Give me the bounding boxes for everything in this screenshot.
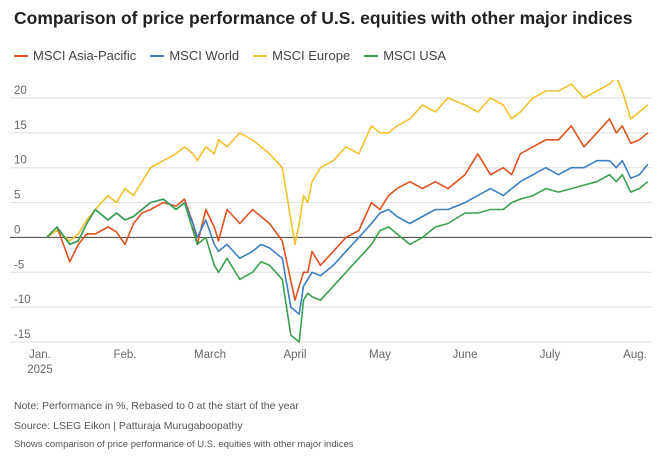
x-tick-label: Jan. [29, 349, 51, 361]
series-line-msci-europe [46, 80, 649, 246]
x-tick-sublabel: 2025 [27, 364, 53, 376]
x-tick-label: July [540, 349, 561, 361]
legend-swatch-world [150, 54, 165, 57]
legend-item-usa: MSCI USA [364, 48, 446, 63]
y-tick-label: 0 [14, 224, 20, 236]
legend-item-europe: MSCI Europe [253, 48, 350, 63]
line-chart: 20 15 10 5 0 -5 -10 -15 Jan. 2025 Feb. March April Ma… [10, 80, 652, 376]
footer-source: Source: LSEG Eikon | Patturaja Murugaboo… [14, 420, 243, 432]
y-tick-label: -10 [14, 294, 31, 306]
x-tick-label: Aug. [623, 349, 647, 361]
legend: MSCI Asia-Pacific MSCI World MSCI Europe… [14, 48, 446, 63]
x-tick-label: April [283, 349, 306, 361]
y-tick-label: -5 [14, 259, 24, 271]
legend-item-world: MSCI World [150, 48, 239, 63]
chart-title: Comparison of price performance of U.S. … [14, 8, 633, 28]
y-tick-label: 10 [14, 155, 27, 167]
legend-label-world: MSCI World [169, 48, 240, 63]
series-line-msci-asia-pacific [46, 118, 649, 301]
y-tick-label: 20 [14, 85, 27, 97]
legend-swatch-europe [253, 54, 268, 57]
legend-label-usa: MSCI USA [383, 48, 447, 63]
y-tick-label: 15 [14, 120, 27, 132]
x-tick-label: May [369, 349, 391, 361]
legend-swatch-usa [364, 54, 379, 57]
y-tick-label: -15 [14, 329, 31, 341]
x-tick-label: June [453, 349, 478, 361]
legend-label-asia-pacific: MSCI Asia-Pacific [33, 48, 137, 63]
x-tick-label: Feb. [113, 349, 136, 361]
series-line-msci-usa [46, 173, 649, 343]
y-tick-label: 5 [14, 190, 20, 202]
legend-label-europe: MSCI Europe [272, 48, 351, 63]
legend-item-asia-pacific: MSCI Asia-Pacific [14, 48, 136, 63]
footer-note: Note: Performance in %, Rebased to 0 at … [14, 400, 299, 412]
legend-swatch-asia-pacific [14, 54, 28, 57]
footer-caption: Shows comparison of price performance of… [14, 439, 354, 450]
x-tick-label: March [194, 349, 226, 361]
